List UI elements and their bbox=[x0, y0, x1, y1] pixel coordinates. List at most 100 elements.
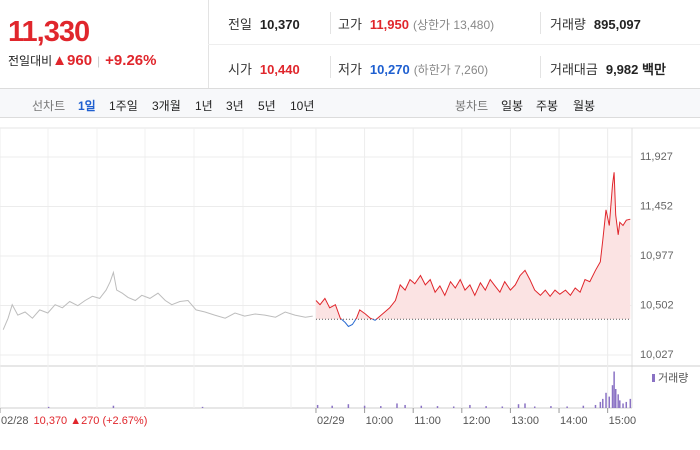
volume-bar bbox=[566, 406, 568, 408]
volume-bar bbox=[533, 406, 536, 408]
legend-label: 거래량 bbox=[658, 371, 688, 384]
divider bbox=[208, 44, 700, 45]
volume-bar bbox=[619, 400, 621, 408]
info-label: 거래대금 bbox=[550, 62, 598, 77]
volume-bar bbox=[517, 404, 520, 408]
tab-bar: 선차트 1일 1주일 3개월 1년 3년 5년 10년 봉차트 일봉 주봉 월봉 bbox=[0, 88, 700, 118]
divider bbox=[330, 12, 331, 34]
x-tick-label: 13:00 bbox=[511, 415, 539, 427]
info-cell: 저가 10,270 (하한가 7,260) bbox=[338, 59, 488, 78]
volume-bar bbox=[347, 404, 350, 408]
info-value: 9,982 bbox=[605, 62, 639, 77]
y-tick-label: 11,452 bbox=[640, 200, 673, 212]
y-tick-label: 11,927 bbox=[640, 151, 673, 163]
x-tick-label: 02/28 bbox=[1, 415, 29, 427]
info-note: (상한가 13,480) bbox=[412, 18, 495, 32]
tab[interactable]: 주봉 bbox=[536, 99, 559, 113]
prev-day-change: ▲270 bbox=[70, 415, 99, 427]
y-tick-label: 10,977 bbox=[640, 250, 674, 262]
tab[interactable]: 일봉 bbox=[501, 99, 524, 113]
info-cell: 거래대금 9,982 백만 bbox=[550, 59, 666, 78]
volume-bar bbox=[625, 401, 628, 408]
separator: | bbox=[97, 54, 101, 68]
x-tick-label: 15:00 bbox=[609, 415, 637, 427]
info-note: (하한가 7,260) bbox=[413, 63, 489, 77]
info-label: 고가 bbox=[338, 17, 362, 32]
x-tick-label: 14:00 bbox=[560, 415, 588, 427]
volume-bar bbox=[622, 403, 624, 408]
tab[interactable]: 3개월 bbox=[152, 99, 181, 113]
volume-bar bbox=[420, 405, 423, 408]
volume-bar bbox=[396, 403, 398, 408]
info-label: 시가 bbox=[228, 62, 252, 77]
info-cell: 전일 10,370 bbox=[228, 14, 300, 33]
volume-bar bbox=[524, 403, 526, 408]
info-cell: 시가 10,440 bbox=[228, 59, 300, 78]
volume-bar bbox=[501, 406, 504, 408]
volume-bar bbox=[47, 406, 50, 408]
change-label: 전일대비 bbox=[8, 54, 53, 68]
volume-bar bbox=[629, 398, 632, 408]
price-line bbox=[2, 270, 313, 330]
prev-day-close: 10,370 bbox=[34, 415, 68, 427]
current-price: 11,330 bbox=[8, 16, 90, 48]
info-value: 10,270 bbox=[369, 62, 410, 77]
info-value: 895,097 bbox=[593, 17, 641, 32]
tab-group-label: 선차트 bbox=[32, 99, 66, 113]
info-value: 10,440 bbox=[259, 62, 300, 77]
tab[interactable]: 1일 bbox=[78, 99, 96, 113]
info-label: 저가 bbox=[338, 62, 362, 77]
info-label: 거래량 bbox=[550, 17, 586, 32]
divider bbox=[330, 56, 331, 78]
y-tick-label: 10,027 bbox=[640, 349, 674, 361]
info-unit: 백만 bbox=[642, 62, 666, 77]
volume-bar bbox=[582, 405, 585, 408]
price-line bbox=[315, 172, 631, 320]
volume-bar bbox=[550, 406, 552, 408]
volume-bar bbox=[605, 392, 607, 408]
y-tick-label: 10,502 bbox=[640, 299, 674, 311]
x-tick-label: 11:00 bbox=[414, 415, 441, 427]
volume-bar bbox=[469, 404, 471, 408]
info-value: 11,950 bbox=[369, 17, 409, 32]
volume-bar bbox=[201, 406, 204, 408]
info-value: 10,370 bbox=[259, 17, 300, 32]
x-tick-label: 02/29 bbox=[317, 415, 345, 427]
change-line: 전일대비▲960 | +9.26% bbox=[8, 52, 156, 69]
volume-bar bbox=[599, 401, 602, 408]
x-tick-label: 12:00 bbox=[463, 415, 491, 427]
volume-bar bbox=[611, 385, 614, 408]
tab[interactable]: 1주일 bbox=[109, 99, 138, 113]
change-percent: +9.26% bbox=[105, 52, 157, 69]
volume-bar bbox=[594, 404, 597, 408]
volume-bar bbox=[452, 406, 455, 408]
volume-bar bbox=[436, 406, 439, 408]
tab[interactable]: 10년 bbox=[290, 99, 315, 113]
volume-bar bbox=[380, 406, 382, 408]
info-cell: 거래량 895,097 bbox=[550, 14, 641, 33]
x-tick-label: 10:00 bbox=[366, 415, 394, 427]
volume-bar bbox=[602, 398, 604, 408]
divider bbox=[540, 12, 541, 34]
volume-bar bbox=[363, 405, 366, 408]
volume-bar bbox=[608, 396, 611, 408]
volume-bar bbox=[485, 406, 487, 408]
tab[interactable]: 1년 bbox=[195, 99, 213, 113]
legend-swatch bbox=[652, 374, 655, 382]
divider bbox=[540, 56, 541, 78]
volume-bar bbox=[331, 405, 333, 408]
area-fill bbox=[315, 172, 631, 320]
tab[interactable]: 5년 bbox=[258, 99, 276, 113]
volume-bar bbox=[316, 404, 319, 408]
volume-bar bbox=[617, 394, 619, 408]
volume-bar bbox=[614, 389, 617, 408]
tab[interactable]: 3년 bbox=[226, 99, 244, 113]
volume-bar bbox=[613, 371, 615, 408]
info-label: 전일 bbox=[228, 17, 252, 32]
tab-group-label: 봉차트 bbox=[455, 99, 489, 113]
volume-bar bbox=[112, 405, 115, 408]
info-cell: 고가 11,950 (상한가 13,480) bbox=[338, 14, 494, 33]
tab[interactable]: 월봉 bbox=[573, 99, 596, 113]
